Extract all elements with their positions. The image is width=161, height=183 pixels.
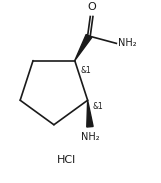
Text: &1: &1 <box>80 66 91 75</box>
Polygon shape <box>75 34 92 61</box>
Text: NH₂: NH₂ <box>81 132 99 142</box>
Text: HCl: HCl <box>57 155 76 165</box>
Polygon shape <box>87 100 93 127</box>
Text: &1: &1 <box>93 102 104 111</box>
Text: O: O <box>87 2 96 12</box>
Text: NH₂: NH₂ <box>118 38 137 48</box>
